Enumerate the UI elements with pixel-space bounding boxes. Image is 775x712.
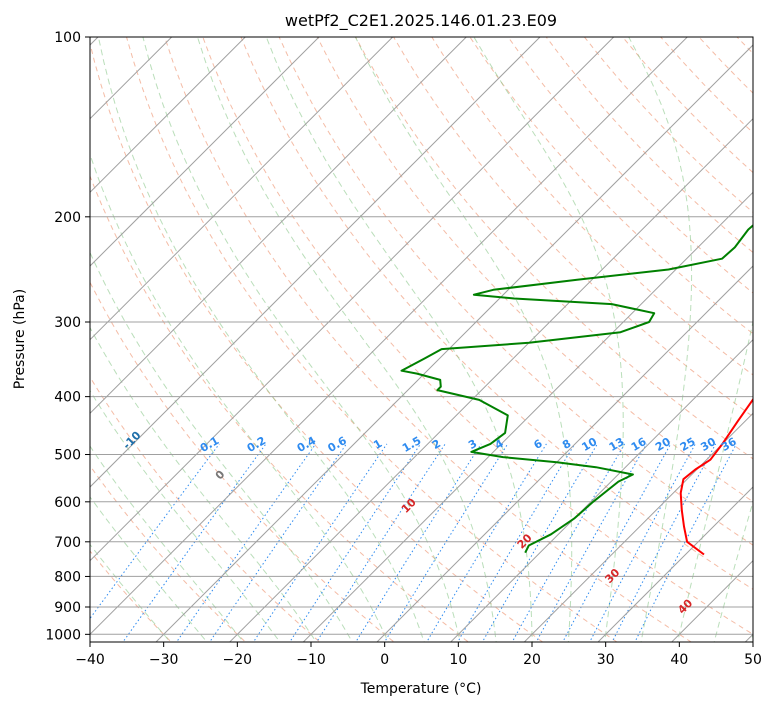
plot-frame xyxy=(90,37,753,642)
mixing-ratio-label: 6 xyxy=(531,437,544,452)
y-axis: 100 200 300 400 500 600 700 800 900 1000 xyxy=(45,30,90,643)
dry-adiabat-label: 0 xyxy=(213,468,228,483)
mixing-ratio-label: 36 xyxy=(719,435,739,454)
isotherm-gridline xyxy=(0,24,480,647)
y-tick-label: 300 xyxy=(54,315,81,331)
dry-adiabat xyxy=(0,37,326,647)
dry-adiabat xyxy=(623,37,775,647)
mixing-ratio-line xyxy=(173,444,316,647)
dry-adiabat xyxy=(470,37,775,647)
moist-adiabat-label: 20 xyxy=(515,531,535,551)
temperature-profile-line xyxy=(681,37,775,555)
dry-adiabat xyxy=(661,37,775,647)
mixing-ratio-line xyxy=(119,444,266,647)
moist-adiabat-label: 30 xyxy=(602,566,622,586)
x-tick-label: 20 xyxy=(523,652,541,668)
x-tick-label: 30 xyxy=(597,652,615,668)
moist-adiabat xyxy=(143,37,461,647)
moist-adiabat xyxy=(266,37,532,647)
mixing-ratio-line xyxy=(69,444,219,647)
y-tick-label: 500 xyxy=(54,448,81,464)
y-tick-label: 100 xyxy=(54,30,81,46)
dry-adiabat xyxy=(356,37,775,647)
x-axis: −40 −30 −20 −10 0 10 20 30 40 50 xyxy=(75,642,762,668)
isotherm-gridline xyxy=(372,24,775,647)
background-lines-layer xyxy=(0,37,775,647)
moist-adiabat xyxy=(98,37,426,647)
x-tick-label: −30 xyxy=(149,652,179,668)
dry-adiabat xyxy=(241,37,775,647)
dry-adiabat xyxy=(508,37,775,647)
moist-adiabat xyxy=(29,37,355,647)
mixing-ratio-label: 1 xyxy=(371,437,384,452)
mixing-ratio-line xyxy=(206,444,346,647)
isotherm-gridline xyxy=(0,24,406,647)
isotherm-gridline xyxy=(0,24,332,647)
moist-adiabat xyxy=(0,37,248,647)
y-tick-label: 200 xyxy=(54,210,81,226)
y-tick-label: 900 xyxy=(54,600,81,616)
x-tick-label: 10 xyxy=(449,652,467,668)
mixing-ratio-label: 16 xyxy=(629,435,649,454)
dry-adiabat xyxy=(584,37,775,647)
moist-adiabat-label: 40 xyxy=(675,596,695,616)
dry-adiabat xyxy=(12,37,400,647)
mixing-ratio-line xyxy=(560,444,671,647)
moist-adiabat xyxy=(0,37,211,647)
x-axis-title: Temperature (°C) xyxy=(360,681,482,697)
moist-adiabat xyxy=(677,37,775,647)
isotherm-gridline xyxy=(0,24,553,647)
x-tick-label: 50 xyxy=(744,652,762,668)
isotherm-gridline xyxy=(740,24,775,647)
y-tick-label: 1000 xyxy=(45,627,81,643)
mixing-ratio-line xyxy=(313,444,445,647)
dry-adiabat xyxy=(0,37,251,647)
mixing-ratio-line xyxy=(353,444,482,647)
dry-adiabat xyxy=(203,37,774,647)
mixing-ratio-label: 25 xyxy=(678,435,698,454)
chart-title: wetPf2_C2E1.2025.146.01.23.E09 xyxy=(285,11,557,31)
x-tick-label: −20 xyxy=(223,652,253,668)
x-tick-label: −40 xyxy=(75,652,105,668)
y-axis-title: Pressure (hPa) xyxy=(12,289,28,389)
dry-adiabat xyxy=(546,37,775,647)
mixing-ratio-label: 20 xyxy=(653,435,673,454)
y-tick-label: 600 xyxy=(54,495,81,511)
mixing-ratio-label: 2 xyxy=(430,437,443,452)
mixing-ratio-line xyxy=(250,444,387,647)
y-tick-label: 700 xyxy=(54,535,81,551)
x-tick-label: −10 xyxy=(296,652,326,668)
moist-adiabat xyxy=(1,37,320,647)
x-tick-label: 0 xyxy=(380,652,389,668)
isotherm-gridline xyxy=(77,24,700,647)
dry-adiabat xyxy=(394,37,775,647)
y-tick-label: 800 xyxy=(54,569,81,585)
moist-adiabat xyxy=(629,37,692,647)
isotherm-gridline xyxy=(4,24,627,647)
grid-layer xyxy=(0,24,775,647)
moist-adiabat xyxy=(0,37,284,647)
dry-adiabat-label: -20 xyxy=(45,403,68,426)
isotherm-gridline xyxy=(225,24,775,647)
dewpoint-profile-line xyxy=(402,37,775,553)
dry-adiabat-label: -10 xyxy=(120,428,143,451)
isotherm-gridline xyxy=(0,24,259,647)
moist-adiabat xyxy=(61,37,390,647)
moist-adiabat-label: 10 xyxy=(399,495,419,515)
dry-adiabat xyxy=(165,37,699,647)
mixing-ratio-line xyxy=(587,444,695,647)
isotherm-gridline xyxy=(151,24,774,647)
x-tick-label: 40 xyxy=(670,652,688,668)
series-layer xyxy=(402,37,775,555)
y-tick-label: 400 xyxy=(54,390,81,406)
moist-adiabat xyxy=(713,37,775,647)
mixing-ratio-label: 10 xyxy=(579,435,599,454)
